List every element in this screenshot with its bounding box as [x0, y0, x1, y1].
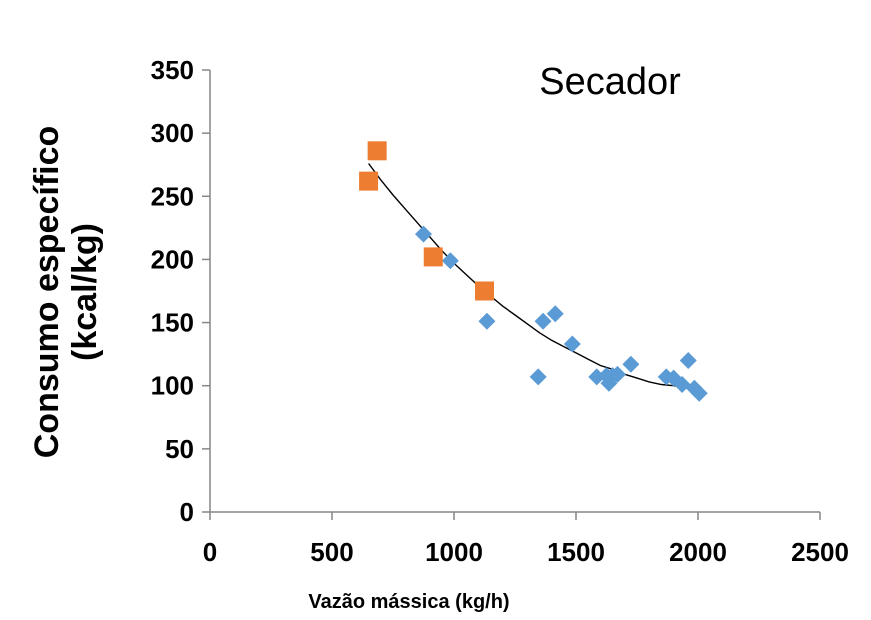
y-tick-label: 0 [180, 497, 194, 527]
y-tick-label: 350 [151, 55, 194, 85]
x-tick-label: 1000 [425, 537, 483, 567]
y-tick-label: 200 [151, 244, 194, 274]
data-point-square [475, 281, 494, 301]
plot-area [209, 70, 820, 513]
x-tick-label: 0 [203, 537, 217, 567]
y-axis-title-line-2: (kcal/kg) [66, 223, 104, 361]
data-point-diamond [622, 355, 640, 373]
y-axis-ticks: 0 50 100 150 200 250 300 350 [151, 55, 210, 527]
chart-annotation: Secador [539, 61, 681, 103]
data-point-square [359, 171, 379, 191]
x-axis-title: Vazão mássica (kg/h) [308, 591, 509, 613]
data-point-diamond [478, 312, 496, 330]
data-point-diamond [690, 384, 708, 402]
data-point-diamond [563, 335, 581, 353]
data-point-diamond [608, 365, 626, 383]
data-point-diamond [546, 305, 564, 323]
data-point-diamond [441, 252, 459, 270]
y-tick-label: 300 [151, 118, 194, 148]
y-axis-title-line-1: Consumo específico [28, 126, 66, 459]
data-point-square [367, 141, 387, 161]
x-axis-ticks: 0 500 1000 1500 2000 2500 [203, 512, 849, 567]
x-tick-label: 500 [310, 537, 353, 567]
data-point-square [423, 247, 443, 267]
y-tick-label: 50 [165, 434, 194, 464]
x-tick-label: 1500 [547, 537, 605, 567]
y-tick-label: 150 [151, 308, 194, 338]
data-point-diamond [415, 225, 432, 243]
y-tick-label: 250 [151, 181, 194, 211]
trendline [368, 163, 699, 389]
data-point-diamond [534, 312, 552, 330]
x-tick-label: 2000 [669, 537, 727, 567]
data-point-diamond [529, 368, 547, 386]
y-axis-title: Consumo específico (kcal/kg) [28, 126, 104, 459]
data-point-diamond [679, 351, 697, 369]
x-tick-label: 2500 [791, 537, 849, 567]
y-tick-label: 100 [151, 371, 194, 401]
